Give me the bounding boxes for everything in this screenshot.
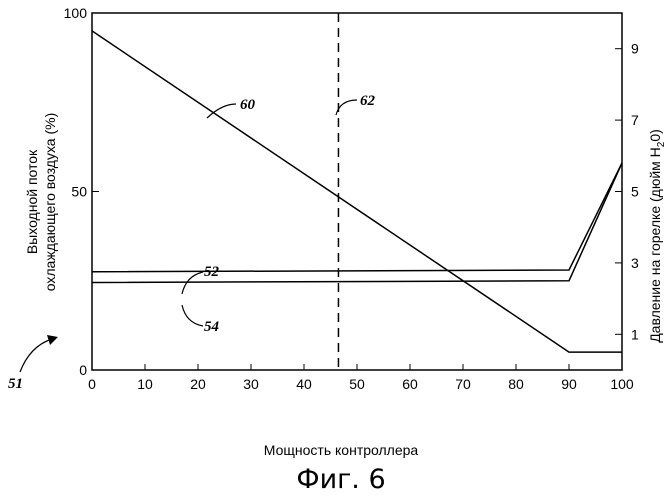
right-y-tick-label-2: 5 — [631, 184, 639, 200]
right-y-axis-label: Давление на горелке (дюйм H20) — [647, 129, 667, 343]
left-y-tick-label-2: 100 — [64, 5, 88, 21]
left-y-axis-label-line-1: Выходной поток — [24, 149, 40, 254]
figure-label-51: 51 — [8, 376, 23, 392]
x-tick-labels: 0 10 20 30 40 50 60 70 80 90 100 — [88, 376, 634, 392]
x-tick-label-5: 50 — [349, 376, 365, 392]
x-tick-label-9: 90 — [561, 376, 577, 392]
right-y-axis-label-text: Давление на горелке (дюйм H20) — [647, 129, 667, 343]
x-tick-label-1: 10 — [137, 376, 153, 392]
x-tick-label-8: 80 — [508, 376, 524, 392]
series-layer — [92, 31, 622, 352]
series-line-52 — [92, 163, 622, 272]
figure-arrow — [20, 339, 52, 372]
tick-marks — [92, 13, 622, 370]
left-y-tick-label-1: 50 — [71, 184, 87, 200]
left-y-tick-label-0: 0 — [79, 362, 87, 378]
figure-caption: Фиг. 6 — [296, 464, 385, 495]
callout-leader-54 — [182, 305, 203, 326]
series-label-60: 60 — [240, 97, 256, 113]
right-y-tick-labels: 1 3 5 7 9 — [631, 41, 639, 343]
x-tick-label-10: 100 — [610, 376, 634, 392]
right-y-axis-label-tail: 0) — [647, 129, 663, 141]
right-y-tick-label-0: 1 — [631, 326, 639, 342]
left-y-tick-labels: 0 50 100 — [64, 5, 88, 378]
x-tick-label-2: 20 — [190, 376, 206, 392]
left-y-axis-label-line-2: охлаждающего воздуха (%) — [42, 113, 58, 292]
right-y-tick-label-4: 9 — [631, 41, 639, 57]
right-y-tick-label-3: 7 — [631, 112, 639, 128]
series-label-52: 52 — [204, 264, 220, 280]
figure-arrowhead — [47, 335, 58, 345]
callout-leader-52 — [182, 272, 203, 294]
x-tick-label-4: 40 — [296, 376, 312, 392]
reference-label-62: 62 — [360, 93, 376, 109]
x-tick-label-0: 0 — [88, 376, 96, 392]
series-label-54: 54 — [204, 319, 220, 335]
left-y-axis-label: Выходной поток охлаждающего воздуха (%) — [24, 113, 58, 292]
x-tick-label-7: 70 — [455, 376, 471, 392]
x-axis-label: Мощность контроллера — [264, 442, 419, 458]
right-y-axis-label-main: Давление на горелке (дюйм H — [647, 147, 663, 343]
series-line-54 — [92, 163, 622, 283]
plot-frame — [92, 13, 622, 370]
x-tick-label-3: 30 — [243, 376, 259, 392]
callout-leader-62 — [336, 100, 357, 115]
x-tick-label-6: 60 — [402, 376, 418, 392]
series-line-60 — [92, 31, 622, 352]
right-y-tick-label-1: 3 — [631, 255, 639, 271]
